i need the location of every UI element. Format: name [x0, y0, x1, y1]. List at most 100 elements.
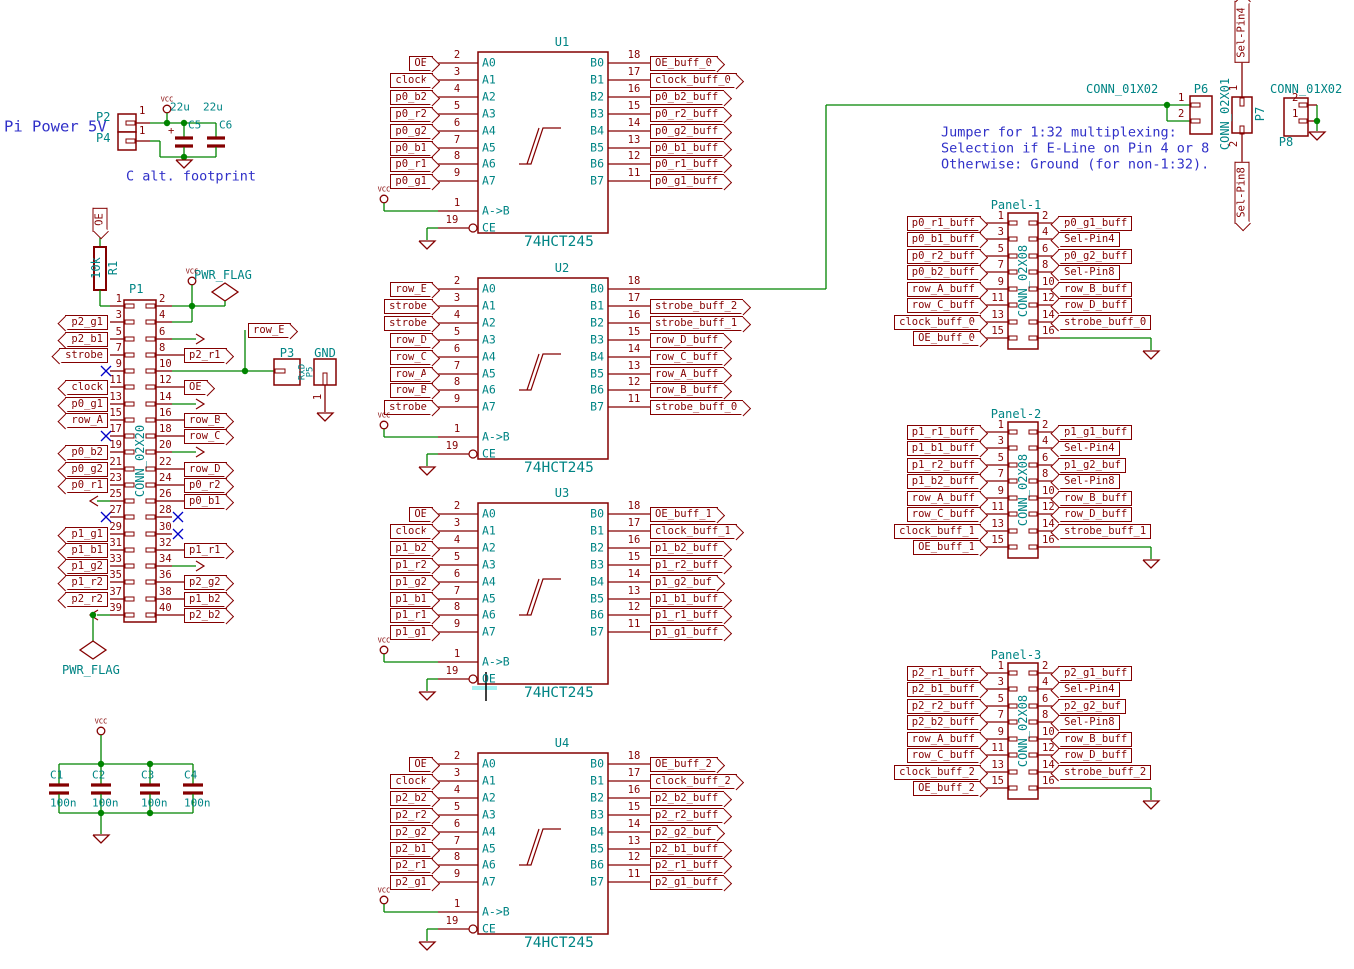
global-label[interactable]: p0_b2: [390, 89, 433, 105]
global-label[interactable]: p1_r2_buff: [906, 457, 981, 473]
global-label[interactable]: clock: [390, 72, 433, 88]
component-ref[interactable]: P7: [1253, 106, 1267, 122]
global-label[interactable]: OE_buff_0: [650, 55, 718, 71]
global-label[interactable]: p1_b2_buff: [650, 540, 725, 556]
global-label[interactable]: p0_r2: [390, 106, 433, 122]
global-label[interactable]: OE_buff_0: [913, 330, 981, 346]
global-label[interactable]: row_D: [184, 461, 227, 477]
ground-symbol[interactable]: [418, 240, 437, 250]
component-value[interactable]: 74HCT245: [524, 233, 594, 250]
global-label[interactable]: row_B: [184, 412, 227, 428]
global-label[interactable]: p1_r1_buff: [650, 607, 725, 623]
global-label-sel-pin4[interactable]: Sel-Pin4: [1234, 1, 1250, 63]
global-label[interactable]: p1_g2: [65, 558, 108, 574]
ground-symbol[interactable]: [418, 941, 437, 951]
global-label[interactable]: p2_r1: [184, 347, 227, 363]
component-ref[interactable]: U4: [554, 736, 570, 750]
global-label[interactable]: clock_buff_1: [894, 523, 981, 539]
global-label[interactable]: p1_b2_buff: [906, 473, 981, 489]
global-label[interactable]: p2_g1_buff: [1058, 665, 1133, 681]
global-label[interactable]: row_A: [390, 366, 433, 382]
component-ref[interactable]: P4: [96, 131, 111, 145]
pwr-flag-label[interactable]: PWR_FLAG: [194, 268, 252, 282]
ground-symbol[interactable]: [418, 466, 437, 476]
global-label[interactable]: clock: [65, 379, 108, 395]
chip-body-U4[interactable]: [477, 752, 609, 935]
global-label[interactable]: OE_buff_2: [650, 756, 718, 772]
no-connect-x[interactable]: [100, 511, 112, 523]
vcc-symbol[interactable]: [162, 104, 172, 114]
no-connect-x[interactable]: [100, 365, 112, 377]
ground-symbol[interactable]: [175, 159, 194, 169]
global-label[interactable]: p2_b1: [65, 331, 108, 347]
global-label[interactable]: p0_g1: [390, 173, 433, 189]
component-value[interactable]: 10k: [89, 257, 103, 279]
component-value[interactable]: CONN_01X02: [1086, 82, 1159, 96]
vcc-symbol[interactable]: [379, 895, 389, 905]
ground-symbol[interactable]: [1308, 131, 1327, 141]
global-label[interactable]: p2_g1: [65, 314, 108, 330]
chip-body-U2[interactable]: [477, 277, 609, 460]
global-label[interactable]: row_B_buff: [1058, 490, 1133, 506]
no-connect-x[interactable]: [172, 511, 184, 523]
global-label[interactable]: p2_g2_buf: [1058, 698, 1126, 714]
global-label[interactable]: p1_g1: [390, 624, 433, 640]
global-label[interactable]: OE_buff_1: [650, 506, 718, 522]
global-label-row-E[interactable]: row_E: [248, 322, 291, 338]
global-label[interactable]: p0_g1_buff: [1058, 215, 1133, 231]
global-label[interactable]: p2_r2_buff: [650, 807, 725, 823]
global-label[interactable]: p1_r2_buff: [650, 557, 725, 573]
ground-symbol[interactable]: [1142, 559, 1161, 569]
global-label[interactable]: row_C_buff: [906, 297, 981, 313]
global-label[interactable]: row_D_buff: [1058, 747, 1133, 763]
global-label[interactable]: p0_g1_buff: [650, 173, 725, 189]
component-ref[interactable]: Panel-3: [990, 648, 1042, 662]
global-label[interactable]: p0_g2: [65, 461, 108, 477]
component-ref[interactable]: P2: [96, 110, 111, 124]
global-label[interactable]: p0_b2_buff: [906, 264, 981, 280]
global-label[interactable]: p2_r1_buff: [906, 665, 981, 681]
component-value[interactable]: 22u: [203, 100, 223, 114]
component-value[interactable]: CONN_02X08: [1016, 694, 1030, 768]
component-ref[interactable]: U2: [554, 261, 570, 275]
component-ref[interactable]: U1: [554, 35, 570, 49]
component-value[interactable]: CONN_01X02: [1270, 82, 1343, 96]
vcc-symbol[interactable]: [96, 726, 106, 736]
global-label[interactable]: Sel-Pin8: [1058, 264, 1120, 280]
global-label[interactable]: p2_g2_buf: [650, 824, 718, 840]
pwr-flag-symbol[interactable]: [78, 640, 108, 660]
note-jumper-2[interactable]: Selection if E-Line on Pin 4 or 8: [941, 140, 1210, 157]
global-label[interactable]: OE: [409, 55, 433, 71]
global-label[interactable]: p1_b2: [390, 540, 433, 556]
pwr-flag-label[interactable]: PWR_FLAG: [62, 663, 120, 677]
global-label[interactable]: p1_g2: [390, 574, 433, 590]
chip-body-U3[interactable]: [477, 502, 609, 685]
connector-body-panel1[interactable]: [1007, 212, 1039, 350]
component-ref[interactable]: P3: [279, 346, 295, 360]
global-label[interactable]: p0_r2_buff: [906, 248, 981, 264]
note-jumper-1[interactable]: Jumper for 1:32 multiplexing:: [941, 124, 1177, 141]
global-label[interactable]: clock: [390, 773, 433, 789]
component-ref[interactable]: P6: [1193, 82, 1209, 96]
global-label[interactable]: p0_r1: [65, 477, 108, 493]
global-label[interactable]: row_A_buff: [906, 281, 981, 297]
global-label[interactable]: clock_buff_0: [650, 72, 737, 88]
component-ref[interactable]: Panel-2: [990, 407, 1042, 421]
global-label[interactable]: row_D_buff: [1058, 506, 1133, 522]
global-label[interactable]: p0_r1: [390, 156, 433, 172]
global-label[interactable]: p1_r1: [390, 607, 433, 623]
global-label[interactable]: OE_buff_1: [913, 539, 981, 555]
global-label[interactable]: p1_b1_buff: [650, 591, 725, 607]
global-label[interactable]: OE: [409, 756, 433, 772]
global-label[interactable]: p0_r1_buff: [906, 215, 981, 231]
component-value[interactable]: 22u: [170, 100, 190, 114]
ground-symbol[interactable]: [92, 834, 111, 844]
global-label[interactable]: p2_b1_buff: [650, 841, 725, 857]
global-label[interactable]: p2_g1_buff: [650, 874, 725, 890]
global-label-OE[interactable]: OE: [92, 208, 108, 232]
global-label[interactable]: strobe_buff_1: [1058, 523, 1152, 539]
global-label-sel-pin8[interactable]: Sel-Pin8: [1234, 162, 1250, 224]
global-label[interactable]: row_B_buff: [1058, 281, 1133, 297]
global-label[interactable]: p1_b1_buff: [906, 440, 981, 456]
global-label[interactable]: strobe: [59, 347, 108, 363]
